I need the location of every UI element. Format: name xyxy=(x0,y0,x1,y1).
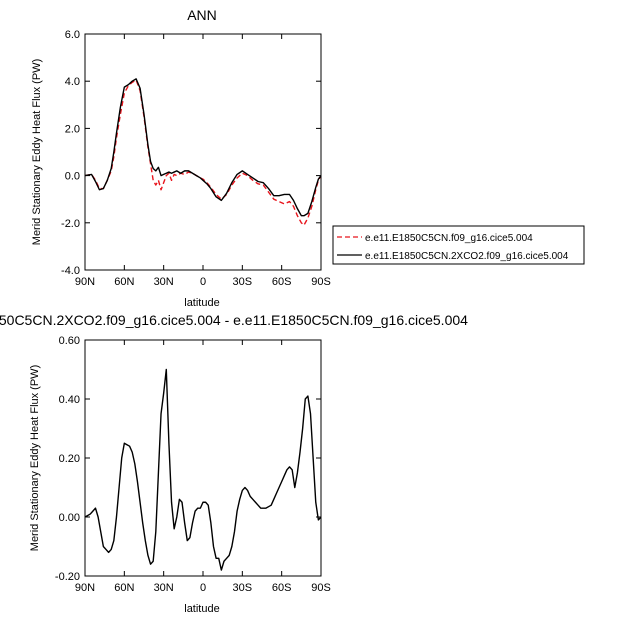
x-tick-label: 90S xyxy=(311,582,331,594)
x-tick-label: 60N xyxy=(114,582,134,594)
y-tick-label: -2.0 xyxy=(61,218,80,230)
x-tick-label: 90S xyxy=(311,276,331,288)
x-tick-label: 0 xyxy=(200,582,206,594)
top-chart: ANN 90N 60N 30N 0 30S 60S 90S -4.0 -2.0 0.0 2.0 4.… xyxy=(31,7,585,309)
x-tick-label: 30S xyxy=(233,276,253,288)
top-y-axis-label: Merid Stationary Eddy Heat Flux (PW) xyxy=(31,59,43,245)
bottom-chart: e.e11.E1850C5CN.2XCO2.f09_g16.cice5.004 … xyxy=(0,312,468,615)
x-tick-label: 60S xyxy=(272,276,292,288)
y-tick-label: 0.0 xyxy=(65,171,80,183)
top-chart-title: ANN xyxy=(187,7,217,23)
y-tick-label: 6.0 xyxy=(65,29,80,41)
x-tick-label: 30N xyxy=(154,276,174,288)
y-tick-label: 2.0 xyxy=(65,123,80,135)
x-tick-label: 30N xyxy=(154,582,174,594)
legend-label-2xco2: e.e11.E1850C5CN.2XCO2.f09_g16.cice5.004 xyxy=(365,251,569,262)
y-tick-label: -0.20 xyxy=(55,571,80,583)
x-tick-label: 90N xyxy=(75,276,95,288)
bottom-plot-frame xyxy=(84,339,322,577)
y-tick-label: 0.60 xyxy=(59,335,80,347)
top-x-axis-label: latitude xyxy=(184,297,219,309)
bottom-chart-title: e.e11.E1850C5CN.2XCO2.f09_g16.cice5.004 … xyxy=(0,312,468,328)
y-tick-label: 4.0 xyxy=(65,76,80,88)
x-tick-label: 0 xyxy=(200,276,206,288)
x-tick-label: 60N xyxy=(114,276,134,288)
series-line-0-1 xyxy=(84,78,322,217)
y-tick-label: -4.0 xyxy=(61,265,80,277)
series-line-0-0 xyxy=(84,79,322,226)
y-tick-label: 0.20 xyxy=(59,453,80,465)
series-line-1-0 xyxy=(84,368,322,571)
y-tick-label: 0.40 xyxy=(59,394,80,406)
x-tick-label: 90N xyxy=(75,582,95,594)
y-tick-label: 0.00 xyxy=(59,512,80,524)
x-tick-label: 30S xyxy=(233,582,253,594)
legend: e.e11.E1850C5CN.f09_g16.cice5.004 e.e11.… xyxy=(332,225,585,265)
legend-label-control: e.e11.E1850C5CN.f09_g16.cice5.004 xyxy=(365,233,533,244)
bottom-y-axis-label: Merid Stationary Eddy Heat Flux (PW) xyxy=(29,365,41,551)
legend-box xyxy=(332,225,585,265)
bottom-x-axis-label: latitude xyxy=(184,603,219,615)
x-tick-label: 60S xyxy=(272,582,292,594)
top-plot-frame xyxy=(84,33,322,271)
